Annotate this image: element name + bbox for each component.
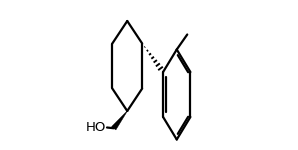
Polygon shape <box>112 111 127 130</box>
Text: HO: HO <box>86 121 106 134</box>
